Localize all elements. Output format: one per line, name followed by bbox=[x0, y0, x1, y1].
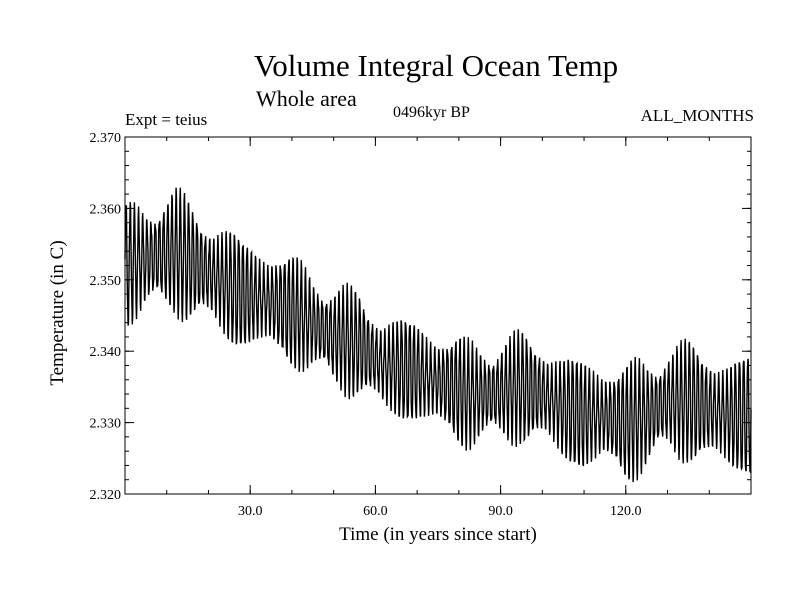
y-tick-label: 2.370 bbox=[90, 131, 122, 146]
x-tick-label: 90.0 bbox=[488, 504, 513, 519]
y-tick-label: 2.320 bbox=[90, 488, 122, 503]
x-tick-label: 30.0 bbox=[238, 504, 263, 519]
period-label: 0496kyr BP bbox=[393, 104, 470, 121]
x-tick-label: 120.0 bbox=[610, 504, 642, 519]
y-tick-label: 2.340 bbox=[90, 345, 122, 360]
y-axis-label: Temperature (in C) bbox=[47, 240, 68, 386]
y-tick-label: 2.330 bbox=[90, 417, 122, 432]
experiment-label: Expt = teius bbox=[125, 110, 208, 129]
chart-title: Volume Integral Ocean Temp bbox=[253, 48, 619, 83]
chart-subtitle: Whole area bbox=[256, 86, 357, 111]
x-axis-label: Time (in years since start) bbox=[339, 524, 537, 545]
plot-frame bbox=[124, 136, 752, 495]
months-label: ALL_MONTHS bbox=[640, 106, 754, 125]
y-tick-label: 2.360 bbox=[90, 202, 122, 217]
x-tick-label: 60.0 bbox=[363, 504, 388, 519]
series-line bbox=[124, 187, 752, 483]
y-tick-label: 2.350 bbox=[90, 274, 122, 289]
